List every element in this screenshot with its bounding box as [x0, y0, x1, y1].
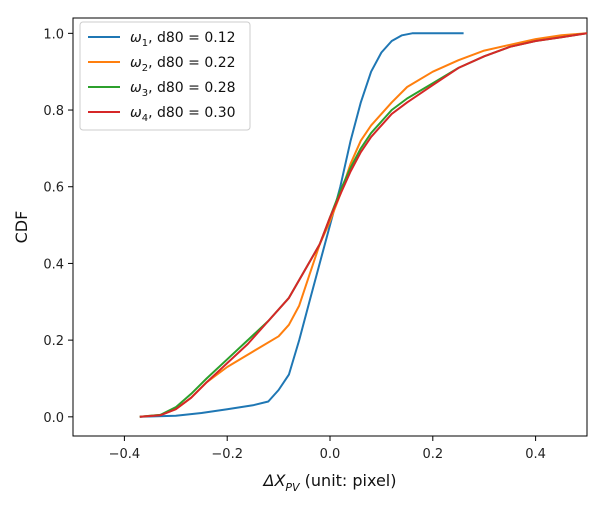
series-layer — [139, 32, 588, 418]
y-tick-label: 0.6 — [43, 181, 64, 196]
legend: ω1, d80 = 0.12 ω2, d80 = 0.22 ω3, d80 = 0.… — [79, 21, 251, 131]
legend-label-2: ω2, d80 = 0.22 — [130, 55, 236, 74]
x-tick-label: −0.2 — [211, 447, 243, 462]
y-tick-label: 0.8 — [43, 104, 64, 119]
y-tick-label: 0.0 — [43, 411, 64, 426]
x-tick-label: 0.4 — [525, 447, 546, 462]
y-tick-label: 0.2 — [43, 334, 64, 349]
legend-label-4: ω4, d80 = 0.30 — [130, 105, 236, 124]
x-tick-label: 0.0 — [320, 447, 341, 462]
legend-label-3: ω3, d80 = 0.28 — [130, 80, 236, 99]
y-axis-label: CDF — [12, 211, 31, 244]
legend-label-1: ω1, d80 = 0.12 — [130, 30, 236, 49]
x-axis-ticks: −0.4 −0.2 0.0 0.2 0.4 — [109, 436, 546, 462]
legend-box — [79, 21, 251, 131]
x-tick-label: −0.4 — [109, 447, 141, 462]
y-tick-label: 1.0 — [43, 27, 64, 42]
x-tick-label: 0.2 — [422, 447, 443, 462]
y-axis-ticks: 0.0 0.2 0.4 0.6 0.8 1.0 — [43, 27, 73, 426]
y-tick-label: 0.4 — [43, 257, 64, 272]
series-line-1 — [139, 32, 464, 418]
series-line-4 — [139, 32, 588, 418]
x-axis-label: ΔXPV (unit: pixel) — [262, 471, 397, 494]
